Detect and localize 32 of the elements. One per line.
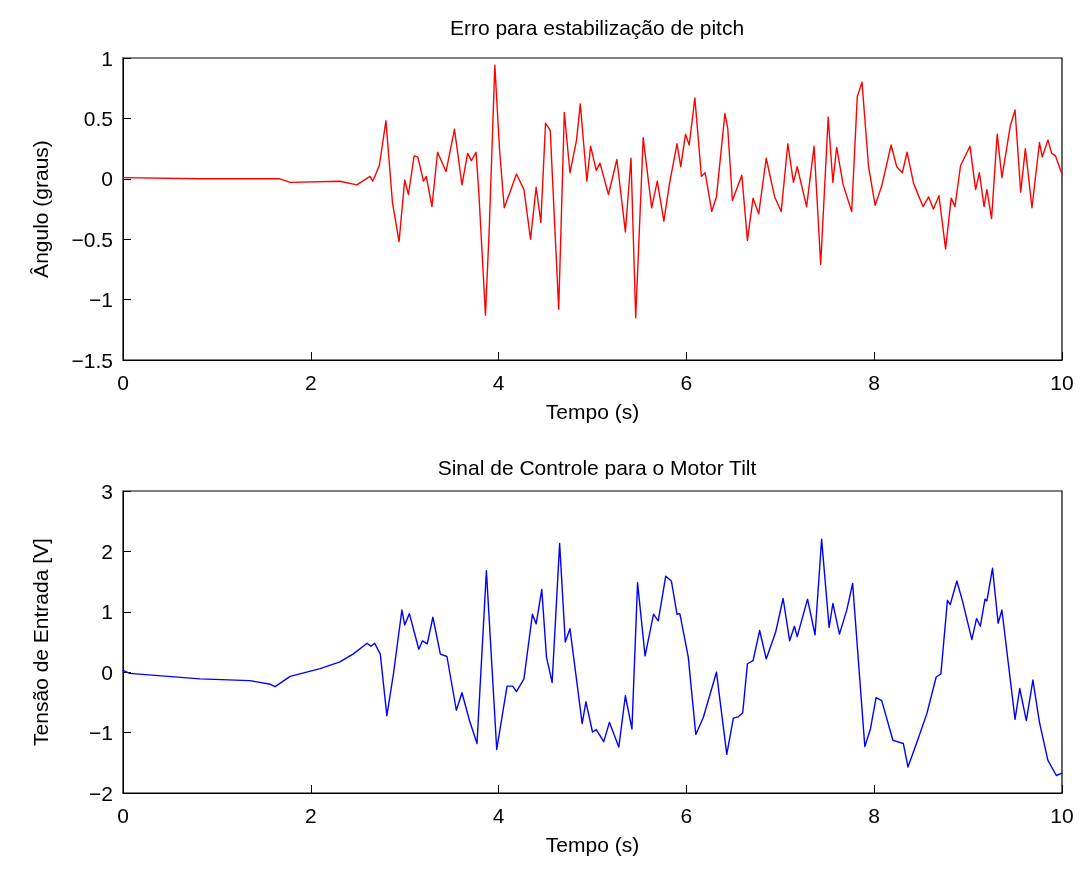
y-tick-label: −2 bbox=[89, 781, 113, 804]
y-tick-label: 0 bbox=[101, 167, 113, 191]
y-tick-label: 0 bbox=[101, 660, 113, 684]
x-tick-label: 2 bbox=[304, 371, 317, 394]
y-tick-label: −1 bbox=[89, 288, 113, 312]
y-axis-title: Tensão de Entrada [V] bbox=[29, 537, 52, 746]
x-tick-label: 4 bbox=[492, 371, 505, 394]
y-tick-label: 3 bbox=[101, 479, 113, 502]
x-tick-label: 0 bbox=[117, 371, 129, 394]
line-series bbox=[122, 64, 1063, 319]
y-tick-label: −1 bbox=[89, 720, 113, 744]
chart-title: Sinal de Controle para o Motor Tilt bbox=[437, 455, 757, 479]
x-axis-title: Tempo (s) bbox=[545, 832, 640, 856]
y-tick-label: 0.5 bbox=[83, 106, 113, 130]
x-tick-label: 10 bbox=[1050, 803, 1074, 827]
x-tick-label: 2 bbox=[304, 803, 317, 827]
y-tick-label: 2 bbox=[101, 539, 113, 563]
x-axis-title: Tempo (s) bbox=[545, 400, 640, 423]
chart-title: Erro para estabilização de pitch bbox=[449, 16, 745, 39]
x-tick-label: 8 bbox=[868, 371, 881, 394]
y-tick-label: −0.5 bbox=[71, 227, 113, 251]
y-tick-label: 1 bbox=[101, 599, 113, 623]
x-tick-label: 6 bbox=[680, 371, 693, 394]
line-series bbox=[122, 538, 1063, 776]
x-tick-label: 10 bbox=[1050, 371, 1074, 394]
y-axis-title: Ângulo (graus) bbox=[29, 140, 52, 278]
y-tick-label: −1.5 bbox=[71, 348, 113, 372]
x-tick-label: 4 bbox=[492, 803, 505, 827]
y-tick-label: 1 bbox=[101, 46, 113, 70]
x-tick-label: 8 bbox=[868, 803, 881, 827]
x-tick-label: 6 bbox=[680, 803, 693, 827]
x-tick-label: 0 bbox=[117, 803, 129, 827]
